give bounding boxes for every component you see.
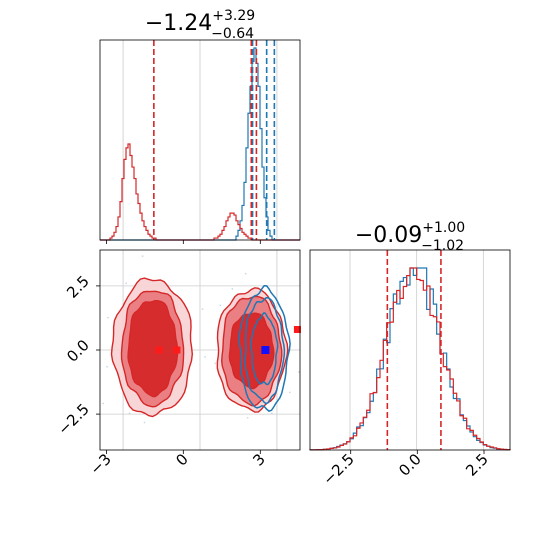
panel-hist-param1: −1.24+3.29 −0.64: [99, 8, 301, 244]
sample-point: [128, 412, 131, 415]
red-marker: [173, 346, 181, 354]
axes-frame: [309, 249, 511, 451]
sample-point: [125, 282, 128, 285]
red-marker: [293, 325, 301, 333]
x-tick-label: 0: [172, 450, 191, 469]
x-tick-labels: −2.5 0.0 2.5: [319, 450, 491, 488]
sample-point: [244, 272, 247, 275]
x-tick-label: 2.5: [462, 450, 492, 480]
x-tick-label: 0.0: [395, 450, 425, 480]
histogram-step: [309, 267, 511, 451]
x-tick-labels: −3 0 3: [86, 450, 268, 478]
x-ticks: [106, 240, 261, 244]
contour-level: [238, 285, 291, 412]
title-upper-error: +3.29: [212, 8, 255, 24]
sample-point: [143, 421, 146, 424]
y-ticks: [96, 285, 100, 415]
contour-level: [127, 300, 179, 398]
panel-title: −1.24+3.29 −0.64: [145, 8, 255, 42]
contour-level: [250, 311, 279, 386]
y-tick-label: 2.5: [63, 272, 93, 302]
sample-point: [214, 362, 217, 365]
axes-frame: [99, 39, 301, 241]
sample-point: [246, 416, 249, 419]
sample-point: [141, 255, 144, 258]
panel-hist-param2: −2.5 0.0 2.5 −0.09+1.00 −1.02: [309, 220, 511, 489]
sample-point: [106, 316, 109, 319]
histogram-step: [309, 267, 511, 451]
sample-point: [288, 391, 291, 394]
sample-point: [102, 402, 105, 405]
title-lower-error: −0.64: [211, 26, 254, 42]
title-upper-error: +1.00: [422, 220, 465, 236]
sample-point: [270, 412, 273, 415]
y-tick-labels: 2.5 0.0 −2.5: [54, 272, 92, 438]
red-marker: [155, 346, 163, 354]
sample-point: [201, 308, 204, 311]
sample-point: [298, 371, 300, 373]
title-median: −0.09: [355, 223, 422, 248]
x-ticks: [106, 450, 261, 454]
title-lower-error: −1.02: [421, 238, 464, 254]
title-median: −1.24: [145, 11, 212, 36]
panel-contour-2d: −3 0 3 2.5 0.0 −2.5: [54, 249, 301, 478]
blue-marker: [261, 346, 270, 354]
grid-lines: [122, 40, 278, 240]
panel-title: −0.09+1.00 −1.02: [355, 220, 465, 254]
histogram-series: [309, 267, 511, 451]
contour-series: [110, 277, 301, 418]
quantile-lines: [153, 40, 276, 240]
x-ticks: [350, 450, 485, 454]
sample-point: [231, 287, 234, 290]
x-tick-label: 3: [249, 450, 268, 469]
sample-point: [204, 356, 207, 358]
sample-point: [219, 304, 222, 307]
x-tick-label: −2.5: [319, 450, 357, 488]
contour-level: [244, 296, 286, 405]
y-tick-label: −2.5: [54, 400, 92, 438]
x-tick-label: −3: [86, 450, 114, 478]
sample-point: [106, 365, 109, 368]
grid-lines: [349, 250, 484, 450]
quantile-lines: [386, 250, 442, 450]
y-tick-label: 0.0: [63, 336, 93, 366]
